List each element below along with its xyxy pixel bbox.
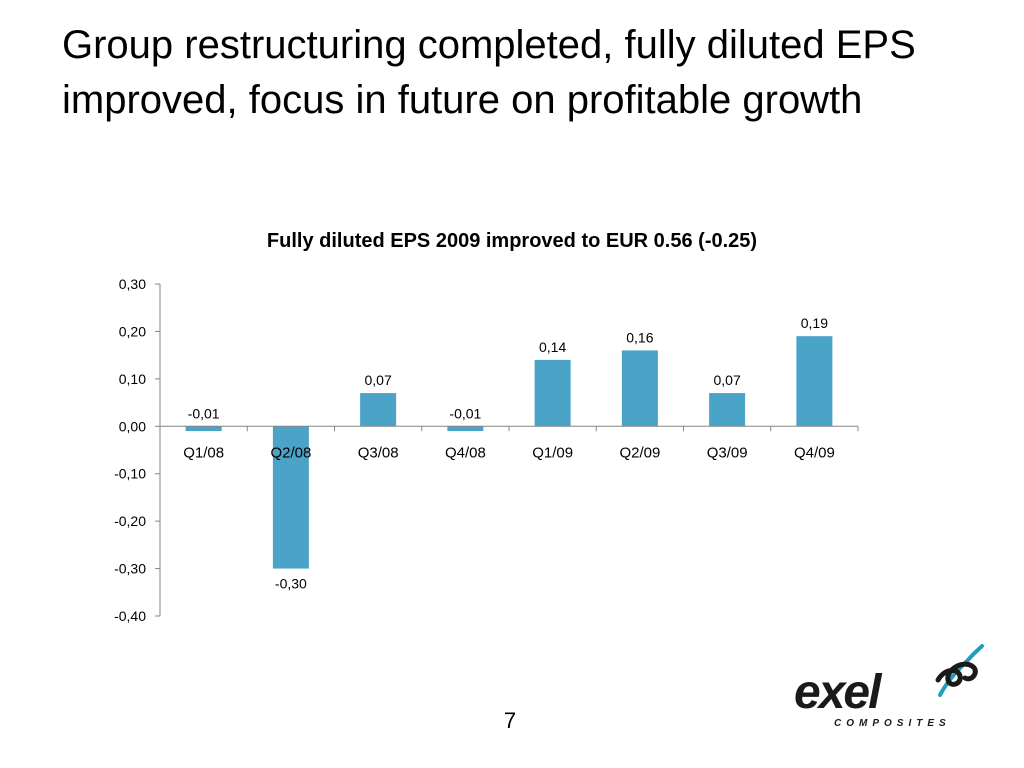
slide-title: Group restructuring completed, fully dil… (62, 23, 916, 122)
bar-Q4-08 (447, 426, 484, 432)
bar-Q1-08 (185, 426, 222, 432)
exel-composites-logo: exel COMPOSITES (794, 644, 984, 729)
x-tick-label: Q3/09 (707, 444, 748, 461)
x-tick-label: Q1/08 (183, 444, 224, 461)
y-tick-label: -0,20 (114, 513, 146, 529)
data-label: 0,19 (801, 315, 828, 331)
y-tick-label: -0,40 (114, 608, 146, 624)
logo-tagline: COMPOSITES (834, 718, 951, 729)
bar-Q2-08 (272, 426, 309, 569)
y-tick-label: 0,10 (119, 371, 146, 387)
logo-swoosh-loop-icon (935, 661, 978, 687)
data-label: -0,01 (188, 405, 220, 421)
x-tick-label: Q2/09 (619, 444, 660, 461)
bar-Q3-08 (360, 393, 397, 427)
bar-Q1-09 (534, 359, 571, 427)
data-label: -0,01 (449, 405, 481, 421)
y-tick-label: -0,30 (114, 561, 146, 577)
bar-Q2-09 (621, 350, 658, 427)
y-tick-label: 0,20 (119, 323, 146, 339)
bar-Q3-09 (709, 393, 746, 427)
data-label: 0,14 (539, 339, 566, 355)
y-tick-label: -0,10 (114, 466, 146, 482)
y-tick-label: 0,00 (119, 418, 146, 434)
x-tick-label: Q1/09 (532, 444, 573, 461)
data-label: 0,07 (365, 372, 392, 388)
logo-wordmark: exel (794, 666, 883, 719)
chart-title: Fully diluted EPS 2009 improved to EUR 0… (266, 230, 758, 252)
data-label: -0,30 (275, 576, 307, 592)
data-label: 0,16 (626, 329, 653, 345)
x-tick-label: Q2/08 (270, 444, 311, 461)
bar-Q4-09 (796, 336, 833, 427)
page-number: 7 (503, 708, 517, 733)
x-tick-label: Q4/08 (445, 444, 486, 461)
x-tick-label: Q4/09 (794, 444, 835, 461)
data-label: 0,07 (714, 372, 741, 388)
y-tick-label: 0,30 (119, 276, 146, 292)
x-tick-label: Q3/08 (358, 444, 399, 461)
